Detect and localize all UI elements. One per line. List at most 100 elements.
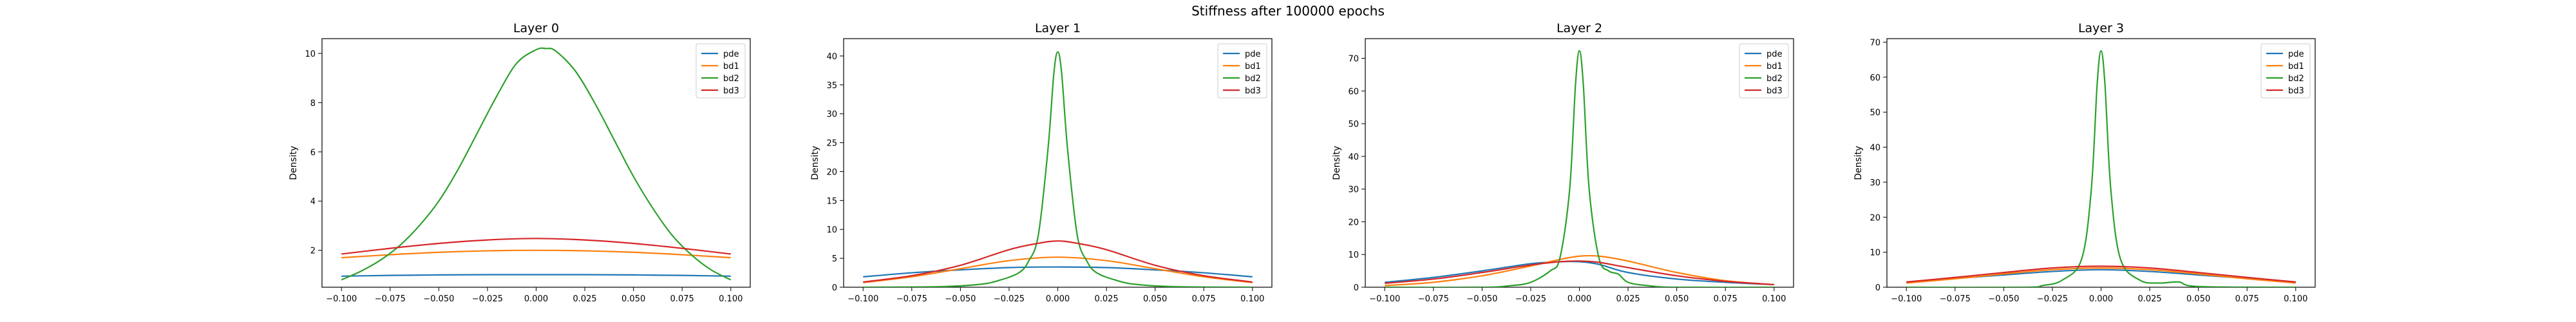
y-tick-label: 5 (832, 254, 837, 264)
legend-box (2260, 43, 2311, 99)
y-tick-label: 4 (310, 197, 316, 207)
y-tick-label: 25 (826, 139, 837, 149)
x-tick-label: 0.050 (1143, 294, 1167, 304)
panel-title: Layer 1 (1035, 21, 1081, 35)
y-tick-label: 15 (826, 196, 837, 206)
y-tick-label: 20 (1348, 218, 1359, 227)
y-tick-label: 40 (826, 52, 837, 62)
axes-frame (1365, 38, 1794, 288)
legend-label-bd2: bd2 (2288, 74, 2304, 84)
y-tick-label: 8 (310, 99, 316, 108)
x-tick-label: −0.025 (472, 294, 503, 304)
y-tick-label: 0 (832, 283, 837, 293)
x-tick-label: −0.025 (1515, 294, 1546, 304)
y-tick-label: 10 (826, 225, 837, 235)
legend-label-bd3: bd3 (1245, 86, 1261, 96)
legend-label-bd3: bd3 (2288, 86, 2304, 96)
y-axis-label: Density (1332, 146, 1342, 180)
legend-label-bd3: bd3 (1766, 86, 1783, 96)
legend-box (696, 43, 746, 99)
x-tick-label: 0.100 (1762, 294, 1786, 304)
y-tick-label: 30 (1348, 185, 1359, 195)
y-axis-label: Density (289, 146, 299, 180)
series-group (863, 51, 1253, 287)
series-line-bd1 (341, 249, 731, 259)
series-line-pde (863, 266, 1253, 278)
y-tick-label: 6 (310, 148, 316, 158)
series-line-pde (341, 274, 731, 277)
legend-label-pde: pde (723, 50, 739, 59)
legend-label-bd2: bd2 (1245, 74, 1261, 84)
legend-label-bd1: bd1 (2288, 62, 2304, 71)
figure-suptitle: Stiffness after 100000 epochs (1191, 3, 1385, 19)
y-tick-label: 60 (1348, 87, 1359, 97)
panel-layer-3: Layer 3 −0.100 −0.075 −0.050 −0.025 0.000 0.02… (1853, 21, 2316, 304)
y-tick-label: 20 (1870, 213, 1880, 223)
y-tick-label: 30 (1870, 178, 1880, 188)
series-line-bd1 (1906, 267, 2296, 284)
x-tick-label: −0.100 (326, 294, 357, 304)
series-group (341, 47, 732, 281)
x-tick-label: −0.100 (1891, 294, 1922, 304)
x-tick-label: 0.000 (1567, 294, 1591, 304)
panel-layer-0: Layer 0 −0.100 −0.075 −0.050 −0.025 0.000 0.02… (289, 21, 751, 304)
x-tick-label: −0.075 (896, 294, 927, 304)
series-line-bd2 (341, 47, 732, 281)
legend-label-bd1: bd1 (1245, 62, 1261, 71)
panel-layer-1: Layer 1 −0.100 −0.075 −0.050 −0.025 0.000 0.02… (810, 21, 1273, 304)
legend-label-pde: pde (2288, 50, 2304, 59)
panel-title: Layer 3 (2078, 21, 2124, 35)
y-tick-label: 0 (1875, 283, 1880, 293)
y-axis-label: Density (810, 146, 820, 180)
series-group (1385, 50, 1774, 287)
x-tick-label: 0.075 (2235, 294, 2259, 304)
x-tick-label: 0.075 (1714, 294, 1738, 304)
legend: pde bd1 bd2 bd3 (2260, 43, 2311, 99)
panel-layer-2: Layer 2 −0.100 −0.075 −0.050 −0.025 0.000 0.02… (1332, 21, 1794, 304)
legend-label-bd2: bd2 (1766, 74, 1783, 84)
x-tick-label: −0.050 (1466, 294, 1497, 304)
y-tick-label: 0 (1354, 283, 1359, 293)
x-tick-label: −0.050 (1988, 294, 2019, 304)
x-tick-label: 0.025 (1616, 294, 1640, 304)
x-tick-label: 0.025 (2137, 294, 2161, 304)
series-line-bd1 (1385, 254, 1774, 287)
series-line-bd2 (863, 51, 1253, 287)
y-tick-label: 50 (1870, 108, 1880, 118)
panel-title: Layer 0 (513, 21, 559, 35)
x-tick-label: −0.100 (1369, 294, 1400, 304)
x-tick-label: 0.050 (2186, 294, 2210, 304)
series-line-bd3 (1385, 260, 1774, 286)
legend: pde bd1 bd2 bd3 (1739, 43, 1789, 99)
legend-label-bd2: bd2 (723, 74, 739, 84)
y-tick-label: 10 (1348, 251, 1359, 260)
y-tick-label: 60 (1870, 73, 1880, 83)
x-tick-label: −0.075 (1418, 294, 1449, 304)
x-tick-label: −0.075 (1940, 294, 1971, 304)
x-tick-label: 0.100 (2284, 294, 2307, 304)
series-group (1906, 50, 2296, 287)
x-tick-label: −0.050 (423, 294, 454, 304)
y-tick-label: 40 (1348, 153, 1359, 162)
x-tick-label: 0.075 (670, 294, 694, 304)
x-tick-label: 0.025 (573, 294, 596, 304)
x-tick-label: 0.000 (524, 294, 548, 304)
legend-label-pde: pde (1245, 50, 1261, 59)
x-tick-label: −0.050 (945, 294, 976, 304)
legend-label-bd3: bd3 (723, 86, 739, 96)
x-tick-label: 0.050 (1665, 294, 1689, 304)
y-tick-label: 30 (826, 110, 837, 120)
legend-box (1217, 43, 1267, 99)
x-tick-label: −0.075 (375, 294, 406, 304)
y-tick-label: 35 (826, 81, 837, 91)
series-line-bd3 (1906, 265, 2296, 283)
legend-label-pde: pde (1766, 50, 1783, 59)
series-line-bd2 (1385, 50, 1774, 287)
y-tick-label: 10 (305, 50, 316, 59)
series-line-bd2 (1906, 50, 2296, 287)
legend: pde bd1 bd2 bd3 (1217, 43, 1267, 99)
y-axis-label: Density (1853, 146, 1864, 180)
axes-frame (1886, 38, 2316, 288)
y-tick-label: 20 (826, 167, 837, 177)
